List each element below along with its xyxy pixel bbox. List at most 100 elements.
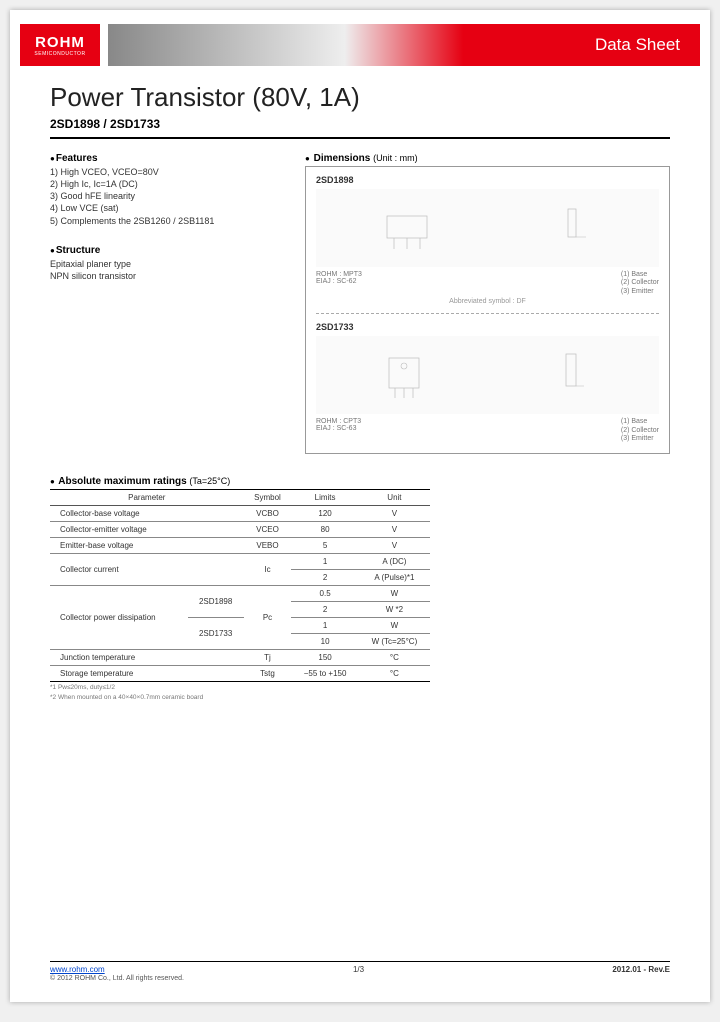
cell-symbol: Pc — [244, 586, 292, 650]
col-limits: Limits — [291, 490, 359, 506]
feature-item: 4) Low VCE (sat) — [50, 202, 285, 214]
cell-limit: 1 — [291, 618, 359, 634]
footer-page: 1/3 — [105, 965, 613, 974]
feature-item: 3) Good hFE linearity — [50, 190, 285, 202]
pin-label: (1) Base — [621, 271, 659, 279]
cell-unit: W — [359, 586, 430, 602]
table-row: Collector power dissipation 2SD1898 Pc 0… — [50, 586, 430, 602]
abbrev-symbol: Abbreviated symbol : DF — [316, 298, 659, 305]
pkg-left: ROHM : MPT3 — [316, 271, 362, 278]
dim-part-name: 2SD1898 — [316, 175, 659, 185]
cell-limit: 5 — [291, 538, 359, 554]
page-subtitle: 2SD1898 / 2SD1733 — [50, 117, 670, 131]
col-param: Parameter — [50, 490, 244, 506]
cell-unit: °C — [359, 666, 430, 682]
dim-labels-row: ROHM : MPT3 EIAJ : SC-62 (1) Base (2) Co… — [316, 271, 659, 296]
pin-label: (1) Base — [621, 418, 659, 426]
cell-limit: 10 — [291, 634, 359, 650]
pin-label: (2) Collector — [621, 427, 659, 435]
footnote: *2 When mounted on a 40×40×0.7mm ceramic… — [50, 694, 670, 702]
footer-rule — [50, 961, 670, 962]
package-drawing-icon — [316, 189, 659, 267]
banner-text: Data Sheet — [595, 35, 680, 55]
cell-param: Storage temperature — [50, 666, 244, 682]
dim-separator — [316, 313, 659, 314]
table-row: Junction temperature Tj 150 °C — [50, 650, 430, 666]
cell-unit: W *2 — [359, 602, 430, 618]
cell-unit: V — [359, 506, 430, 522]
features-heading: Features — [50, 153, 285, 164]
col-unit: Unit — [359, 490, 430, 506]
content-row: Features 1) High VCEO, VCEO=80V 2) High … — [50, 153, 670, 454]
ratings-section: Absolute maximum ratings (Ta=25°C) Param… — [50, 476, 670, 702]
cell-unit: A (Pulse)*1 — [359, 570, 430, 586]
logo-sub: SEMICONDUCTOR — [34, 51, 85, 57]
ratings-heading: Absolute maximum ratings (Ta=25°C) — [50, 476, 670, 487]
cell-symbol: Tj — [244, 650, 292, 666]
cell-limit: 2 — [291, 602, 359, 618]
logo-main: ROHM — [35, 34, 85, 51]
footer-rev: 2012.01 - Rev.E — [612, 965, 670, 974]
cell-unit: V — [359, 538, 430, 554]
title-rule — [50, 137, 670, 139]
page-title: Power Transistor (80V, 1A) — [50, 82, 670, 113]
pin-labels: (1) Base (2) Collector (3) Emitter — [621, 271, 659, 296]
cell-param: Collector-base voltage — [50, 506, 244, 522]
cell-unit: A (DC) — [359, 554, 430, 570]
page: ROHM SEMICONDUCTOR Data Sheet Power Tran… — [10, 10, 710, 1002]
cell-param: Collector power dissipation — [50, 586, 188, 650]
table-row: Collector-emitter voltage VCEO 80 V — [50, 522, 430, 538]
ratings-head-text: Absolute maximum ratings — [58, 476, 186, 487]
dim-head-text: Dimensions — [314, 153, 371, 164]
feature-item: 5) Complements the 2SB1260 / 2SB1181 — [50, 215, 285, 227]
table-row: Collector-base voltage VCBO 120 V — [50, 506, 430, 522]
cell-symbol: Ic — [244, 554, 292, 586]
table-row: Collector current Ic 1 A (DC) — [50, 554, 430, 570]
pkg-right: EIAJ : SC-63 — [316, 425, 361, 432]
logo: ROHM SEMICONDUCTOR — [20, 24, 100, 66]
package-drawing-icon — [316, 336, 659, 414]
feature-item: 2) High Ic, Ic=1A (DC) — [50, 178, 285, 190]
header-bar: ROHM SEMICONDUCTOR Data Sheet — [20, 20, 700, 70]
cell-limit: 1 — [291, 554, 359, 570]
dimensions-box: 2SD1898 ROHM : MPT3 EIAJ : SC-62 (1) Bas… — [305, 166, 670, 454]
cell-symbol: VCBO — [244, 506, 292, 522]
pin-label: (2) Collector — [621, 279, 659, 287]
footnote: *1 Pw≤20ms, duty≤1/2 — [50, 684, 670, 692]
cell-limit: 120 — [291, 506, 359, 522]
table-row: Emitter-base voltage VEBO 5 V — [50, 538, 430, 554]
cell-unit: W — [359, 618, 430, 634]
footer-url[interactable]: www.rohm.com — [50, 965, 105, 974]
features-list: 1) High VCEO, VCEO=80V 2) High Ic, Ic=1A… — [50, 166, 285, 227]
dim-labels-row: ROHM : CPT3 EIAJ : SC-63 (1) Base (2) Co… — [316, 418, 659, 443]
cell-unit: °C — [359, 650, 430, 666]
banner: Data Sheet — [108, 24, 700, 66]
structure-text: Epitaxial planer type NPN silicon transi… — [50, 258, 285, 282]
cell-param: Junction temperature — [50, 650, 244, 666]
table-row: Storage temperature Tstg −55 to +150 °C — [50, 666, 430, 682]
left-column: Features 1) High VCEO, VCEO=80V 2) High … — [50, 153, 285, 454]
pkg-codes: ROHM : CPT3 EIAJ : SC-63 — [316, 418, 361, 443]
structure-heading: Structure — [50, 245, 285, 256]
cell-limit: 150 — [291, 650, 359, 666]
cell-limit: 0.5 — [291, 586, 359, 602]
pkg-right: EIAJ : SC-62 — [316, 278, 362, 285]
cell-limit: 2 — [291, 570, 359, 586]
footer-row: www.rohm.com 1/3 2012.01 - Rev.E — [50, 965, 670, 974]
pin-label: (3) Emitter — [621, 288, 659, 296]
structure-line: Epitaxial planer type — [50, 258, 285, 270]
ratings-table: Parameter Symbol Limits Unit Collector-b… — [50, 489, 430, 682]
cell-param: Collector current — [50, 554, 244, 586]
dim-part-name: 2SD1733 — [316, 322, 659, 332]
cell-param: Emitter-base voltage — [50, 538, 244, 554]
structure-line: NPN silicon transistor — [50, 270, 285, 282]
col-symbol: Symbol — [244, 490, 292, 506]
dim-unit: (Unit : mm) — [373, 153, 418, 163]
cell-symbol: VEBO — [244, 538, 292, 554]
right-column: Dimensions (Unit : mm) 2SD1898 ROHM : MP… — [305, 153, 670, 454]
table-header-row: Parameter Symbol Limits Unit — [50, 490, 430, 506]
cell-sub: 2SD1733 — [188, 618, 244, 650]
cell-unit: W (Tc=25°C) — [359, 634, 430, 650]
pkg-left: ROHM : CPT3 — [316, 418, 361, 425]
cell-limit: −55 to +150 — [291, 666, 359, 682]
